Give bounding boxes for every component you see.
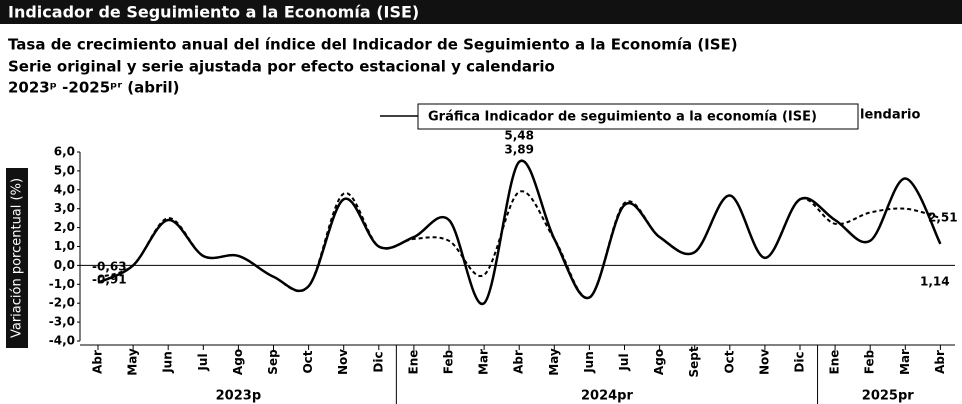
x-tick-label: May	[126, 348, 140, 376]
x-tick-label: Oct	[722, 350, 736, 373]
series-line	[97, 159, 942, 305]
legend-fragment: lendario	[860, 108, 920, 123]
y-tick-label: 2,0	[54, 220, 75, 234]
y-tick-label: -2,0	[49, 296, 75, 310]
x-tick-label: Mar	[477, 349, 491, 375]
tooltip: Gráfica Indicador de seguimiento a la ec…	[428, 110, 817, 125]
x-tick-label: May	[547, 348, 561, 376]
x-tick-label: Feb	[442, 349, 456, 374]
data-label: 5,48	[504, 129, 534, 143]
subtitle: Tasa de crecimiento anual del índice del…	[8, 36, 738, 54]
group-label: 2024pr	[581, 389, 633, 404]
x-tick-label: Mar	[898, 349, 912, 375]
series-line	[97, 190, 941, 299]
y-tick-label: 0,0	[54, 258, 75, 272]
x-tick-label: Ene	[406, 350, 420, 375]
x-tick-label: Nov	[336, 349, 350, 375]
data-label: 1,14	[920, 275, 950, 289]
y-axis-label: Variación porcentual (%)	[10, 178, 25, 338]
x-tick-label: Dic	[371, 351, 385, 372]
y-label-box	[6, 168, 28, 348]
x-tick-label: Sep	[266, 349, 280, 375]
y-tick-label: 5,0	[54, 163, 75, 177]
data-label: -0,63	[92, 260, 127, 274]
y-tick-label: -4,0	[49, 334, 75, 348]
group-label: 2025pr	[862, 389, 914, 404]
tooltip-box	[417, 103, 859, 130]
subtitle: 2023ᵖ -2025ᵖʳ (abril)	[8, 79, 180, 97]
y-tick-label: -3,0	[49, 315, 75, 329]
chart-title: Indicador de Seguimiento a la Economía (…	[8, 3, 419, 22]
x-tick-label: Abr	[91, 350, 105, 374]
x-tick-label: Abr	[933, 350, 947, 374]
y-tick-label: 6,0	[54, 145, 75, 159]
x-tick-label: Jul	[617, 353, 631, 371]
group-label: 2023p	[216, 389, 262, 404]
x-tick-label: Sept	[687, 346, 701, 377]
x-tick-label: Ene	[828, 350, 842, 375]
y-tick-label: 4,0	[54, 182, 75, 196]
x-tick-label: Nov	[757, 349, 771, 375]
subtitle: Serie original y serie ajustada por efec…	[8, 58, 555, 76]
x-tick-label: Jun	[582, 351, 596, 374]
data-label: 2,51	[928, 211, 958, 225]
y-tick-label: 1,0	[54, 239, 75, 253]
x-tick-label: Jun	[161, 351, 175, 374]
x-tick-label: Ago	[652, 349, 666, 375]
x-tick-label: Oct	[301, 350, 315, 373]
x-tick-label: Ago	[231, 349, 245, 375]
data-label: 3,89	[504, 143, 534, 157]
y-tick-label: -1,0	[49, 277, 75, 291]
data-label: -0,91	[92, 273, 127, 287]
x-tick-label: Dic	[793, 351, 807, 372]
title-bar	[0, 0, 962, 24]
x-tick-label: Jul	[196, 353, 210, 371]
x-tick-label: Feb	[863, 349, 877, 374]
x-tick-label: Abr	[512, 350, 526, 374]
y-tick-label: 3,0	[54, 201, 75, 215]
